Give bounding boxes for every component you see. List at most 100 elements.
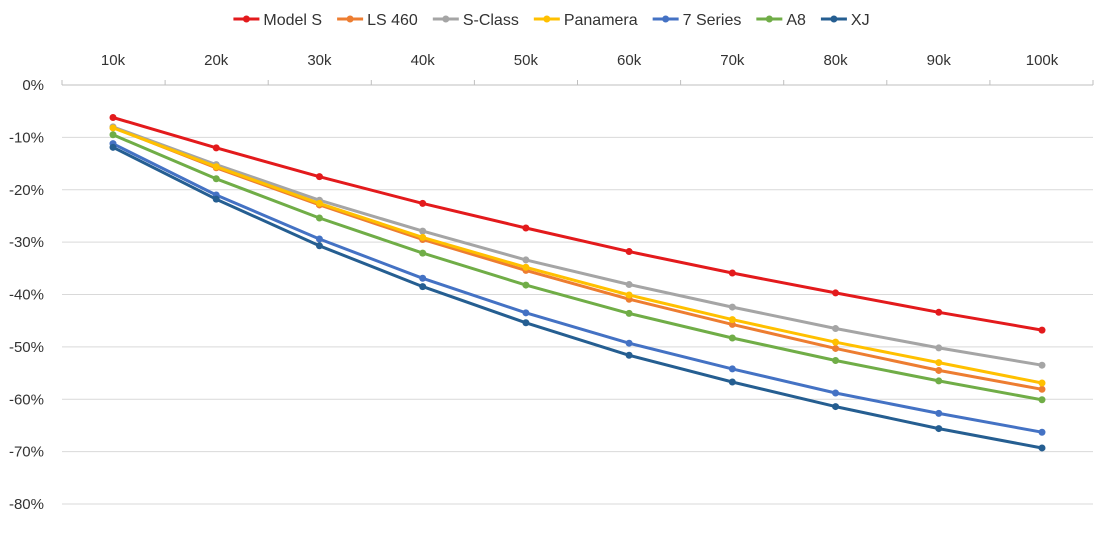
legend: Model S LS 460 S-Class Panamera 7 Series A8 XJ xyxy=(233,12,870,29)
x-tick-label: 100k xyxy=(1026,52,1059,69)
gridlines xyxy=(62,84,1093,505)
data-point xyxy=(625,291,633,299)
data-point xyxy=(728,365,736,373)
y-tick-label: -20% xyxy=(9,182,44,199)
data-point xyxy=(832,344,840,352)
data-point xyxy=(832,289,840,297)
data-point xyxy=(212,163,220,171)
series-line xyxy=(111,133,1044,402)
data-point xyxy=(419,233,427,241)
legend-swatch-marker xyxy=(442,15,450,23)
legend-item: S-Class xyxy=(432,12,519,29)
y-tick-label: -40% xyxy=(9,287,44,304)
data-point xyxy=(728,269,736,277)
data-point xyxy=(315,214,323,222)
data-point xyxy=(522,281,530,289)
data-point xyxy=(1038,444,1046,452)
legend-item: Model S xyxy=(233,12,322,29)
legend-swatch-marker xyxy=(765,15,773,23)
data-point xyxy=(625,351,633,359)
series-line xyxy=(111,142,1044,434)
y-tick-label: -60% xyxy=(9,391,44,408)
data-point xyxy=(315,199,323,207)
x-tick-label: 40k xyxy=(411,52,436,69)
data-point xyxy=(1038,379,1046,387)
legend-swatch-marker xyxy=(662,15,670,23)
data-point xyxy=(728,316,736,324)
series-xj xyxy=(109,143,1046,452)
x-tick-label: 70k xyxy=(720,52,745,69)
x-axis-tick-marks xyxy=(61,80,1094,85)
legend-swatch-marker xyxy=(543,15,551,23)
data-point xyxy=(1038,396,1046,404)
series-line xyxy=(111,126,1044,385)
y-tick-label: -80% xyxy=(9,496,44,513)
data-point xyxy=(728,378,736,386)
data-point xyxy=(419,227,427,235)
data-point xyxy=(832,403,840,411)
data-point xyxy=(315,235,323,243)
legend-item: Panamera xyxy=(533,12,638,29)
legend-label: S-Class xyxy=(463,12,519,29)
y-axis-tick-labels: 0% -10% -20% -30% -40% -50% -60% -70% -80% xyxy=(9,77,44,513)
data-point xyxy=(419,199,427,207)
x-tick-label: 80k xyxy=(823,52,848,69)
x-tick-label: 50k xyxy=(514,52,539,69)
legend-label: Panamera xyxy=(564,12,638,29)
data-point xyxy=(832,389,840,397)
legend-item: LS 460 xyxy=(337,12,418,29)
data-point xyxy=(522,319,530,327)
data-point xyxy=(935,377,943,385)
data-point xyxy=(1038,361,1046,369)
x-tick-label: 10k xyxy=(101,52,126,69)
data-point xyxy=(935,308,943,316)
legend-swatch-marker xyxy=(830,15,838,23)
data-point xyxy=(625,309,633,317)
data-point xyxy=(419,283,427,291)
data-point xyxy=(625,281,633,289)
series-7-series xyxy=(109,140,1046,436)
data-point xyxy=(728,303,736,311)
data-point xyxy=(1038,326,1046,334)
data-point xyxy=(625,248,633,256)
data-point xyxy=(522,309,530,317)
data-point xyxy=(935,359,943,367)
series-line xyxy=(111,145,1044,450)
legend-label: A8 xyxy=(786,12,806,29)
data-point xyxy=(522,256,530,264)
data-point xyxy=(522,263,530,271)
data-point xyxy=(212,195,220,203)
legend-item: XJ xyxy=(820,12,870,29)
legend-label: XJ xyxy=(851,12,870,29)
data-point xyxy=(212,175,220,183)
series-line xyxy=(111,116,1044,332)
x-tick-label: 30k xyxy=(307,52,332,69)
data-point xyxy=(832,356,840,364)
data-point xyxy=(315,242,323,250)
series-layer xyxy=(109,113,1046,452)
series-s-class xyxy=(109,123,1046,369)
data-point xyxy=(212,144,220,152)
data-point xyxy=(109,143,117,151)
data-point xyxy=(935,425,943,433)
data-point xyxy=(522,224,530,232)
legend-label: LS 460 xyxy=(367,12,418,29)
x-axis-tick-labels: 10k 20k 30k 40k 50k 60k 70k 80k 90k 100k xyxy=(101,52,1059,69)
data-point xyxy=(419,249,427,257)
legend-label: 7 Series xyxy=(683,12,742,29)
y-tick-label: -30% xyxy=(9,234,44,251)
x-tick-label: 20k xyxy=(204,52,229,69)
data-point xyxy=(832,325,840,333)
x-tick-label: 90k xyxy=(927,52,952,69)
y-tick-label: -50% xyxy=(9,339,44,356)
legend-item: 7 Series xyxy=(652,12,742,29)
data-point xyxy=(935,409,943,417)
series-a8 xyxy=(109,131,1046,404)
data-point xyxy=(832,338,840,346)
data-point xyxy=(935,366,943,374)
y-tick-label: -10% xyxy=(9,129,44,146)
data-point xyxy=(419,274,427,282)
series-panamera xyxy=(109,124,1046,387)
data-point xyxy=(625,339,633,347)
